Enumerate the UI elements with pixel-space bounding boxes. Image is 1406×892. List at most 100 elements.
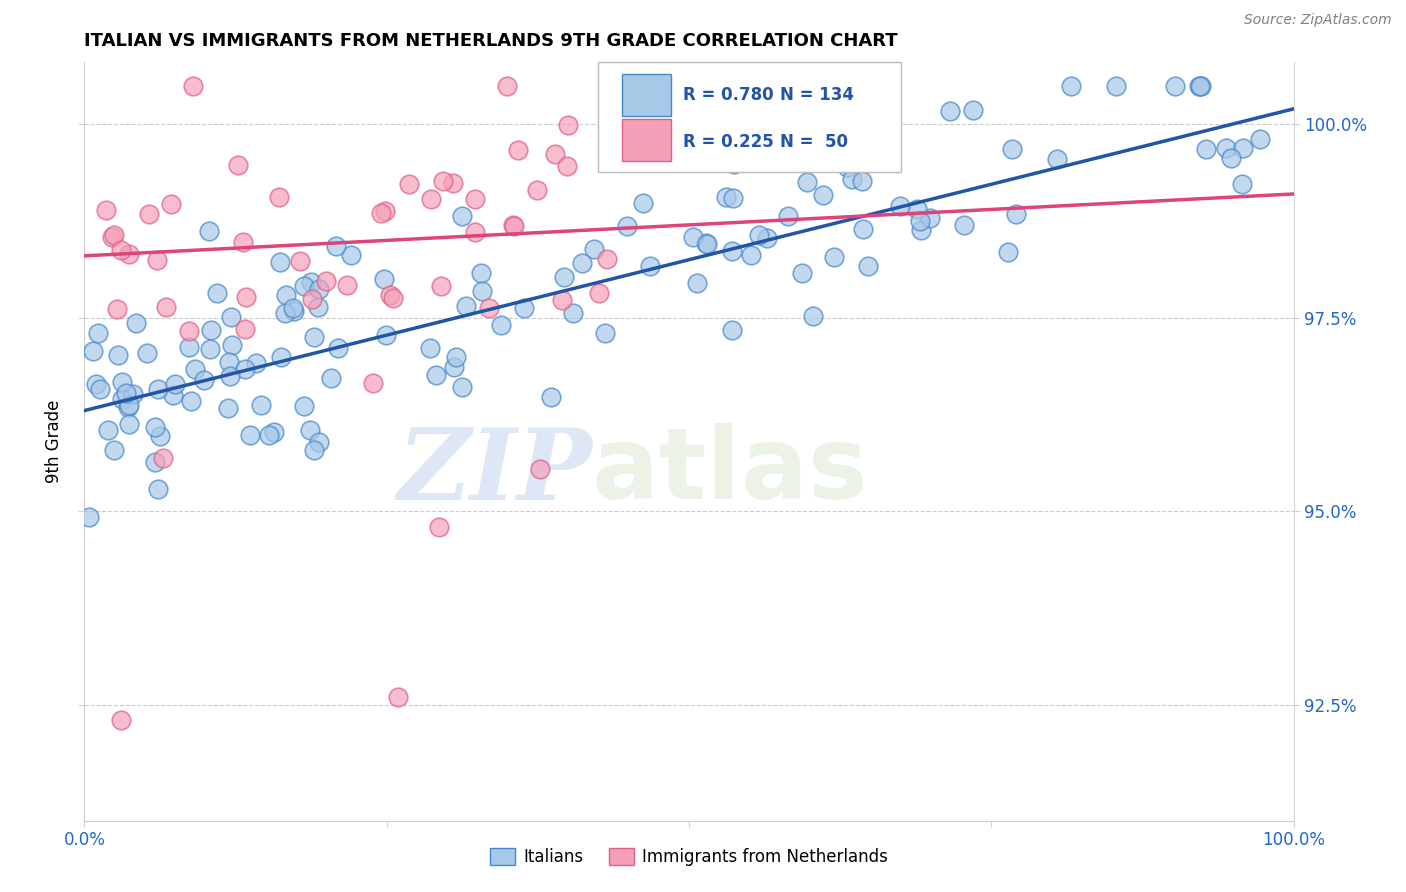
Point [1189, 78, 1212, 93]
Point [562, 306, 585, 320]
Point [270, 350, 292, 364]
Point [84, 376, 107, 391]
Point [557, 159, 579, 173]
Point [138, 207, 160, 221]
Point [748, 228, 770, 243]
Point [155, 300, 177, 314]
Point [263, 425, 285, 439]
Point [714, 190, 737, 204]
Point [105, 301, 128, 316]
Point [336, 277, 359, 292]
Point [288, 253, 311, 268]
Point [177, 324, 200, 338]
Point [593, 326, 616, 340]
Legend: Italians, Immigrants from Netherlands: Italians, Immigrants from Netherlands [484, 841, 894, 873]
Point [111, 392, 134, 406]
Point [315, 274, 337, 288]
Bar [623, 120, 671, 161]
Point [1105, 78, 1128, 93]
Point [640, 133, 662, 147]
Point [82, 344, 104, 359]
Point [755, 230, 778, 244]
Point [471, 284, 494, 298]
Point [87, 326, 110, 341]
Point [308, 282, 330, 296]
Point [163, 377, 186, 392]
Point [596, 252, 619, 266]
Point [118, 398, 141, 412]
Point [962, 103, 984, 117]
Point [274, 288, 297, 302]
Point [200, 323, 222, 337]
Point [217, 401, 239, 415]
Point [302, 330, 325, 344]
Point [543, 146, 565, 161]
Point [221, 337, 243, 351]
Point [110, 244, 132, 258]
Point [454, 299, 477, 313]
Point [1230, 178, 1253, 192]
Point [245, 356, 267, 370]
Point [340, 247, 363, 261]
Point [631, 195, 654, 210]
Point [233, 362, 256, 376]
Point [553, 269, 575, 284]
Text: N = 134: N = 134 [780, 86, 853, 104]
Point [103, 442, 125, 457]
Point [889, 199, 911, 213]
Point [110, 713, 132, 727]
Point [374, 328, 396, 343]
Text: Source: ZipAtlas.com: Source: ZipAtlas.com [1244, 13, 1392, 28]
Point [94, 203, 117, 218]
Point [640, 259, 662, 273]
Point [101, 230, 124, 244]
Point [696, 237, 718, 252]
Point [146, 482, 169, 496]
Point [218, 355, 240, 369]
Point [143, 455, 166, 469]
Point [432, 174, 454, 188]
Point [616, 219, 638, 233]
Point [571, 255, 593, 269]
Point [197, 224, 219, 238]
Point [370, 206, 392, 220]
Point [233, 322, 256, 336]
Point [1194, 142, 1216, 156]
Point [228, 158, 250, 172]
Bar [623, 74, 671, 116]
Point [526, 183, 548, 197]
Point [136, 346, 159, 360]
Point [841, 172, 863, 186]
Point [1001, 142, 1024, 156]
Point [1189, 78, 1212, 93]
Point [557, 118, 579, 132]
Point [478, 301, 501, 315]
Point [444, 351, 467, 365]
Point [997, 244, 1019, 259]
Point [1005, 207, 1028, 221]
Point [939, 103, 962, 118]
Point [1220, 151, 1243, 165]
Point [430, 279, 453, 293]
Text: atlas: atlas [592, 424, 869, 520]
Point [301, 292, 323, 306]
Point [908, 214, 931, 228]
Point [274, 306, 297, 320]
Point [682, 229, 704, 244]
Point [218, 369, 240, 384]
Point [239, 428, 262, 442]
Point [374, 203, 396, 218]
Point [232, 235, 254, 249]
Point [319, 371, 342, 385]
Point [79, 510, 101, 524]
Point [219, 310, 242, 325]
Point [529, 462, 551, 476]
Point [686, 276, 709, 290]
Point [425, 368, 447, 382]
Point [876, 131, 898, 145]
Point [695, 235, 717, 250]
Text: R = 0.780: R = 0.780 [683, 86, 773, 104]
Point [792, 266, 814, 280]
Point [1215, 141, 1237, 155]
Point [1046, 152, 1069, 166]
